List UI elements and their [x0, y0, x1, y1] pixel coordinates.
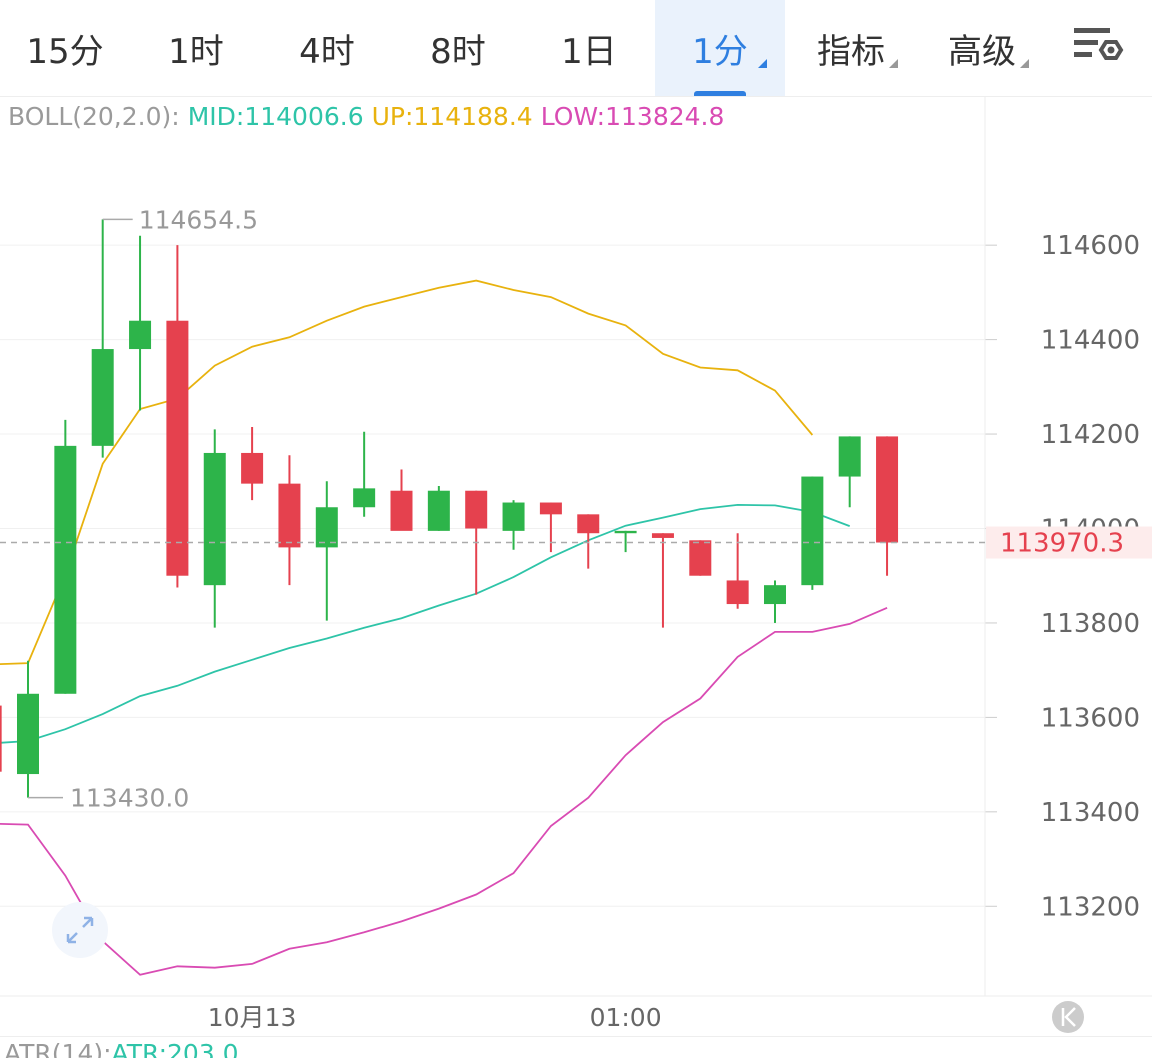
tab-label: 1分: [692, 31, 748, 72]
tab-timeframe-0[interactable]: 15分: [0, 0, 130, 96]
candle-body: [801, 476, 824, 586]
tab-label: 高级: [948, 31, 1016, 72]
candle-body: [651, 533, 674, 538]
atr-legend: ATR(14):ATR:203.0: [4, 1039, 239, 1058]
atr-pane: ATR(14):ATR:203.0: [0, 1036, 1152, 1058]
expand-chart-icon[interactable]: [52, 902, 108, 958]
boll-lower-line: [0, 606, 888, 976]
tab-timeframe-6[interactable]: 指标: [786, 0, 916, 96]
tab-timeframe-5[interactable]: 1分: [655, 0, 785, 96]
y-tick-label: 114400: [1041, 326, 1140, 356]
y-tick-label: 114600: [1041, 231, 1140, 261]
candle-body: [54, 445, 77, 694]
candle-body: [876, 436, 899, 543]
boll-params: BOLL(20,2.0):: [8, 102, 180, 131]
candle-body: [764, 585, 786, 605]
tab-label: 1时: [168, 31, 224, 72]
tab-timeframe-7[interactable]: 高级: [917, 0, 1047, 96]
dropdown-triangle-icon: [1020, 59, 1029, 68]
y-tick-label: 114200: [1041, 420, 1140, 450]
atr-value: ATR:203.0: [111, 1039, 239, 1058]
tab-label: 1日: [561, 31, 617, 72]
y-tick-label: 113600: [1041, 703, 1140, 733]
current-price-label: 113970.3: [1000, 529, 1124, 559]
current-price-box: [986, 526, 1152, 559]
active-tab-underline: [694, 91, 746, 96]
candle-body: [129, 320, 152, 350]
tab-label: 15分: [26, 31, 104, 72]
y-tick-label: 113400: [1041, 798, 1140, 828]
low-marker-label: 113430.0: [70, 784, 189, 813]
candle-body: [539, 502, 562, 515]
candle-body: [353, 488, 376, 508]
dropdown-triangle-icon: [758, 59, 767, 68]
candle-body: [502, 502, 525, 531]
x-tick-label: 10月13: [208, 1003, 297, 1032]
timeframe-toolbar: 15分 1时 4时 8时 1日 1分 指标 高级: [0, 0, 1152, 97]
tab-label: 4时: [299, 31, 355, 72]
tab-label: 指标: [817, 31, 885, 72]
candle-body: [241, 452, 264, 484]
boll-low-value: LOW:113824.8: [540, 102, 725, 131]
chart-settings-icon[interactable]: [1070, 22, 1126, 74]
candle-body: [427, 490, 450, 531]
candle-body: [577, 514, 600, 534]
atr-label: ATR(14):: [4, 1039, 112, 1058]
boll-legend: BOLL(20,2.0): MID:114006.6 UP:114188.4 LOW:…: [8, 102, 732, 131]
tab-timeframe-2[interactable]: 4时: [262, 0, 392, 96]
dropdown-triangle-icon: [889, 59, 898, 68]
y-tick-label: 113800: [1041, 609, 1140, 639]
y-tick-label: 113200: [1041, 892, 1140, 922]
boll-up-value: UP:114188.4: [371, 102, 533, 131]
candle-body: [0, 705, 2, 772]
boll-upper-line: [0, 279, 814, 666]
candle-body: [91, 349, 114, 446]
tab-label: 8时: [430, 31, 486, 72]
jump-to-latest-arrow-icon: [1061, 1007, 1076, 1027]
candle-body: [17, 693, 39, 775]
candle-body: [203, 452, 226, 586]
candle-body: [315, 507, 338, 548]
tab-timeframe-3[interactable]: 8时: [393, 0, 523, 96]
boll-mid-line: [0, 503, 851, 744]
candle-body: [390, 490, 413, 531]
x-tick-label: 01:00: [590, 1003, 662, 1032]
candle-body: [465, 490, 488, 529]
tab-timeframe-4[interactable]: 1日: [524, 0, 654, 96]
candle-body: [166, 320, 189, 576]
candle-body: [838, 436, 861, 477]
candle-body: [726, 580, 749, 605]
candle-body: [278, 483, 301, 548]
tab-timeframe-1[interactable]: 1时: [131, 0, 261, 96]
candle-body: [614, 530, 637, 534]
candle-body: [689, 540, 712, 576]
jump-to-latest-icon[interactable]: [1052, 1001, 1084, 1033]
expand-arrows-icon: [66, 916, 94, 944]
boll-mid-value: MID:114006.6: [187, 102, 364, 131]
high-marker-label: 114654.5: [139, 205, 258, 234]
candlestick-chart[interactable]: 1146001144001142001140001138001136001134…: [0, 96, 1152, 1036]
